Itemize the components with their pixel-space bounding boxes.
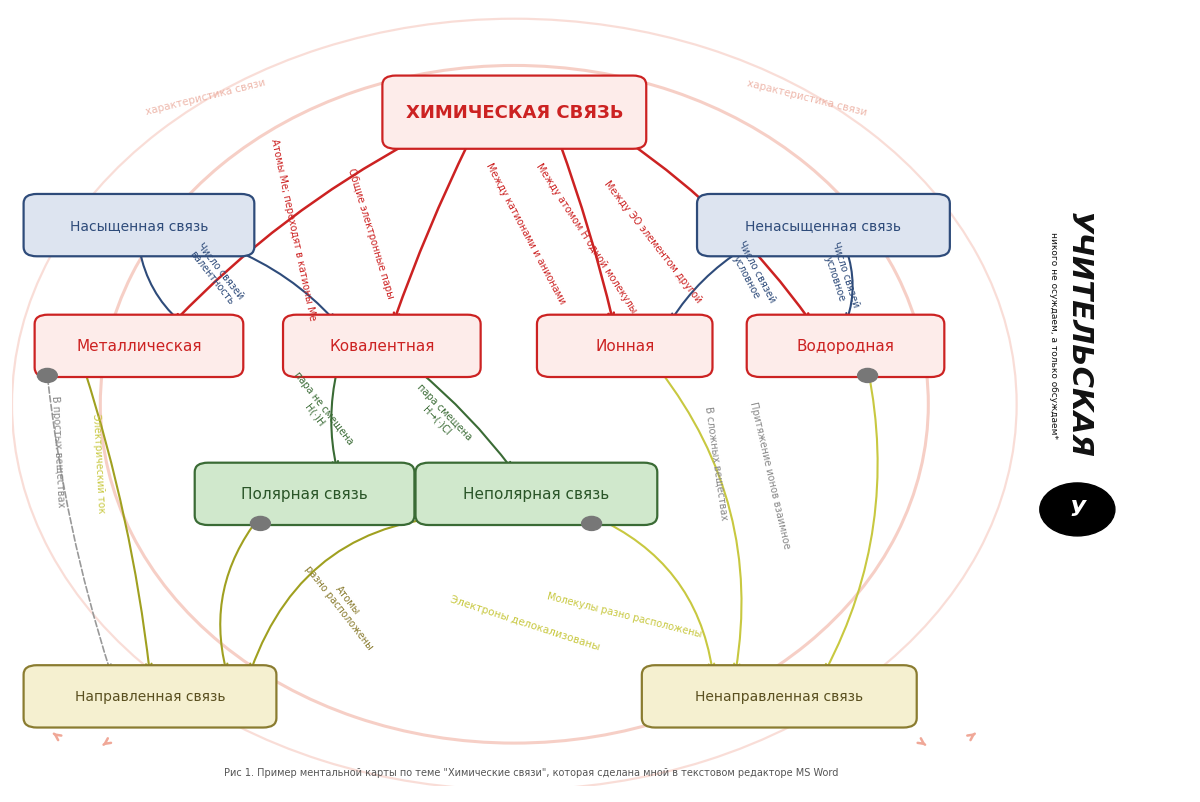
Text: никого не осуждаем, а только обсуждаем*: никого не осуждаем, а только обсуждаем*	[1049, 232, 1057, 438]
Text: Число связей
условное: Число связей условное	[820, 241, 860, 312]
Text: Полярная связь: Полярная связь	[241, 487, 368, 502]
Text: Металлическая: Металлическая	[77, 339, 202, 354]
Circle shape	[582, 516, 601, 531]
Text: характеристика связи: характеристика связи	[746, 78, 868, 117]
Text: Число связей
валентность: Число связей валентность	[187, 241, 246, 308]
FancyBboxPatch shape	[697, 195, 950, 257]
Text: Ионная: Ионная	[595, 339, 654, 354]
Text: Притяжение ионов взаимное: Притяжение ионов взаимное	[748, 400, 791, 549]
Text: Общие электронные пары: Общие электронные пары	[346, 168, 396, 300]
Text: В сложных веществах: В сложных веществах	[703, 406, 730, 520]
FancyBboxPatch shape	[536, 315, 713, 378]
Text: Молекулы разно расположены: Молекулы разно расположены	[546, 591, 703, 639]
FancyBboxPatch shape	[383, 76, 647, 150]
Circle shape	[37, 369, 58, 383]
Text: пара смещена
H→(·)Cl: пара смещена H→(·)Cl	[407, 382, 474, 450]
Text: пара не смещена
H(·)H: пара не смещена H(·)H	[283, 369, 355, 453]
FancyBboxPatch shape	[24, 666, 276, 727]
Text: Атомы Ме; переходят в катионы Ме: Атомы Ме; переходят в катионы Ме	[269, 138, 318, 322]
Text: Ненасыщенная связь: Ненасыщенная связь	[745, 219, 901, 233]
Text: Электроны делокализованы: Электроны делокализованы	[449, 593, 601, 651]
Text: Между ЭО элементом другой: Между ЭО элементом другой	[601, 179, 703, 304]
Text: Направленная связь: Направленная связь	[74, 690, 226, 703]
Circle shape	[251, 516, 270, 531]
Text: Ненаправленная связь: Ненаправленная связь	[695, 690, 863, 703]
Text: В простых веществах: В простых веществах	[50, 395, 66, 508]
FancyBboxPatch shape	[35, 315, 244, 378]
Text: Ковалентная: Ковалентная	[329, 339, 434, 354]
Text: Рис 1. Пример ментальной карты по теме "Химические связи", которая сделана мной : Рис 1. Пример ментальной карты по теме "…	[223, 767, 838, 776]
Text: ХИМИЧЕСКАЯ СВЯЗЬ: ХИМИЧЕСКАЯ СВЯЗЬ	[406, 104, 623, 122]
Text: Число связей
условное: Число связей условное	[726, 239, 778, 310]
Text: У: У	[1069, 500, 1086, 520]
Text: Атомы
разно расположены: Атомы разно расположены	[302, 556, 384, 650]
FancyBboxPatch shape	[415, 463, 658, 525]
Text: УЧИТЕЛЬСКАЯ: УЧИТЕЛЬСКАЯ	[1063, 212, 1091, 458]
Text: Между катионами и анионами: Между катионами и анионами	[484, 161, 566, 306]
FancyBboxPatch shape	[283, 315, 481, 378]
FancyBboxPatch shape	[642, 666, 917, 727]
FancyBboxPatch shape	[24, 195, 254, 257]
Circle shape	[858, 369, 877, 383]
Text: Водородная: Водородная	[797, 339, 894, 354]
Text: характеристика связи: характеристика связи	[144, 78, 266, 117]
Text: Насыщенная связь: Насыщенная связь	[70, 219, 208, 233]
Text: Между атомом Н одной молекулы: Между атомом Н одной молекулы	[534, 161, 638, 314]
FancyBboxPatch shape	[194, 463, 414, 525]
FancyBboxPatch shape	[746, 315, 944, 378]
Text: Неполярная связь: Неполярная связь	[463, 487, 610, 502]
Text: Электрический ток: Электрический ток	[90, 413, 106, 513]
Circle shape	[1040, 484, 1115, 537]
